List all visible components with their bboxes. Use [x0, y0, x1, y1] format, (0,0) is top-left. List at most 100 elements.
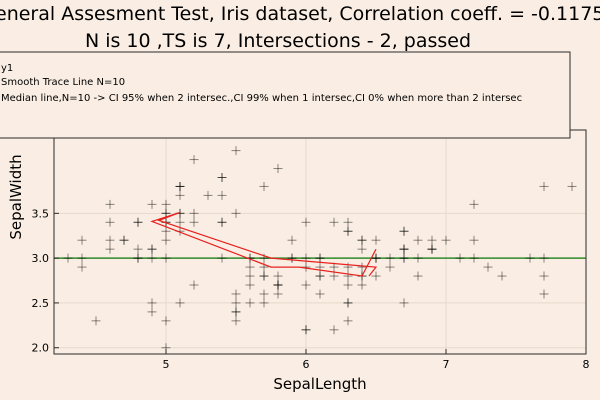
data-point — [231, 316, 241, 326]
data-point — [161, 235, 171, 245]
data-point — [77, 253, 87, 263]
data-point — [469, 253, 479, 263]
data-point — [413, 253, 423, 263]
data-point — [259, 289, 269, 299]
y-tick-label: 2.0 — [32, 342, 50, 355]
data-point — [161, 199, 171, 209]
data-point — [315, 253, 325, 263]
legend-entry-median: Median line,N=10 -> CI 95% when 2 inters… — [1, 93, 522, 104]
data-point — [273, 271, 283, 281]
data-point — [217, 172, 227, 182]
data-point — [175, 217, 185, 227]
data-point — [287, 235, 297, 245]
data-point — [385, 253, 395, 263]
data-point — [357, 262, 367, 272]
data-point — [147, 298, 157, 308]
data-point — [441, 235, 451, 245]
data-point — [91, 316, 101, 326]
data-point — [399, 253, 409, 263]
data-point — [343, 262, 353, 272]
data-point — [119, 235, 129, 245]
data-point — [147, 244, 157, 254]
y-tick-label: 3.0 — [32, 252, 50, 265]
data-point — [497, 271, 507, 281]
data-point — [217, 217, 227, 227]
data-point — [203, 190, 213, 200]
data-point — [189, 155, 199, 165]
data-point — [399, 244, 409, 254]
data-point — [119, 235, 129, 245]
data-point — [161, 226, 171, 236]
data-point — [427, 244, 437, 254]
data-point — [301, 280, 311, 290]
y-tick-label: 2.5 — [32, 297, 50, 310]
data-point — [175, 298, 185, 308]
data-point — [175, 181, 185, 191]
legend: y1 Smooth Trace Line N=10 Median line,N=… — [0, 51, 571, 139]
x-axis-label: SepalLength — [273, 375, 366, 393]
data-point — [287, 253, 297, 263]
data-point — [567, 181, 577, 191]
data-point — [231, 289, 241, 299]
data-point — [63, 253, 73, 263]
data-point — [133, 244, 143, 254]
legend-box — [0, 51, 571, 139]
data-point — [259, 181, 269, 191]
data-point — [77, 235, 87, 245]
data-point — [315, 253, 325, 263]
data-point — [371, 235, 381, 245]
data-point — [217, 172, 227, 182]
data-point — [231, 208, 241, 218]
data-point — [147, 244, 157, 254]
data-point — [427, 235, 437, 245]
data-point — [371, 253, 381, 263]
data-point — [259, 271, 269, 281]
data-point — [147, 253, 157, 263]
data-point — [329, 325, 339, 335]
data-point — [105, 235, 115, 245]
data-point — [357, 235, 367, 245]
legend-entry-points: y1 — [1, 63, 13, 74]
data-point — [105, 217, 115, 227]
data-point — [273, 280, 283, 290]
data-point — [371, 253, 381, 263]
data-point — [273, 280, 283, 290]
data-point — [371, 253, 381, 263]
data-point — [539, 289, 549, 299]
data-point — [161, 316, 171, 326]
data-point — [175, 181, 185, 191]
data-point — [245, 262, 255, 272]
x-tick-label: 8 — [583, 358, 590, 371]
data-point — [329, 271, 339, 281]
data-point — [343, 280, 353, 290]
data-point — [105, 244, 115, 254]
data-point — [343, 226, 353, 236]
data-point — [399, 244, 409, 254]
chart-title: eneral Assesment Test, Iris dataset, Cor… — [0, 3, 600, 25]
data-point — [539, 181, 549, 191]
y-axis-label: SepalWidth — [7, 154, 25, 239]
data-point — [343, 271, 353, 281]
data-point — [133, 217, 143, 227]
data-point — [245, 280, 255, 290]
data-point — [469, 199, 479, 209]
data-point — [469, 235, 479, 245]
data-points — [63, 128, 577, 353]
axis-ticks: 5 6 7 8 2.0 2.5 3.0 3.5 — [32, 207, 590, 371]
data-point — [189, 280, 199, 290]
data-point — [133, 253, 143, 263]
data-point — [273, 280, 283, 290]
data-point — [357, 280, 367, 290]
legend-entry-smooth: Smooth Trace Line N=10 — [1, 77, 125, 88]
data-point — [315, 271, 325, 281]
data-point — [231, 307, 241, 317]
data-point — [245, 298, 255, 308]
data-point — [301, 325, 311, 335]
data-point — [189, 217, 199, 227]
data-point — [483, 262, 493, 272]
x-tick-label: 5 — [163, 358, 170, 371]
data-point — [147, 307, 157, 317]
data-point — [315, 271, 325, 281]
data-point — [217, 217, 227, 227]
